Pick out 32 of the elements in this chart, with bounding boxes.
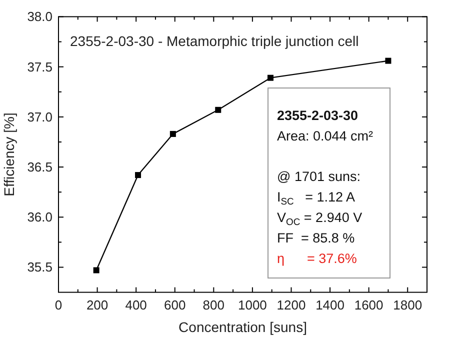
y-tick-label: 36.5 (27, 160, 52, 175)
y-tick-label: 35.5 (27, 260, 52, 275)
x-tick-label: 200 (86, 297, 108, 312)
annotation: V$_{OC}$ = 2.940 V (277, 210, 362, 228)
x-tick-label: 1200 (276, 297, 306, 312)
annotation: @ 1701 suns: (277, 169, 361, 184)
x-axis-title: Concentration [suns] (178, 319, 307, 335)
y-tick-label: 38.0 (27, 9, 52, 24)
point (215, 106, 222, 113)
y-tick-label: 36.0 (27, 210, 52, 225)
point (170, 130, 176, 137)
x-tick-label: 0 (54, 297, 62, 312)
y-tick-label: 37.0 (27, 109, 52, 124)
x-tick-label: 600 (164, 297, 186, 312)
x-tick-label: 1000 (238, 297, 267, 312)
y-axis-title: Efficiency [%] (1, 112, 17, 196)
point (93, 267, 100, 274)
x-tick-label: 800 (202, 297, 225, 312)
x-tick-label: 400 (125, 297, 147, 312)
x-tick-label: 1400 (316, 297, 344, 312)
point (267, 74, 274, 81)
annotation: η = 37.6% (277, 251, 357, 266)
annotation: FF = 85.8 % (277, 230, 355, 246)
x-tick-label: 1800 (393, 297, 422, 312)
text: 2355-2-03-30 - Metamorphic triple junction cell (70, 33, 359, 49)
annotation: I$_{SC}$ = 1.12 A (277, 190, 356, 208)
annotation: 2355-2-03-30 (277, 108, 358, 123)
point (135, 172, 142, 178)
point (385, 58, 392, 64)
x-tick-label: 1600 (354, 297, 384, 312)
annotation: Area: 0.044 cm² (277, 128, 374, 144)
y-tick-label: 37.5 (27, 59, 52, 74)
